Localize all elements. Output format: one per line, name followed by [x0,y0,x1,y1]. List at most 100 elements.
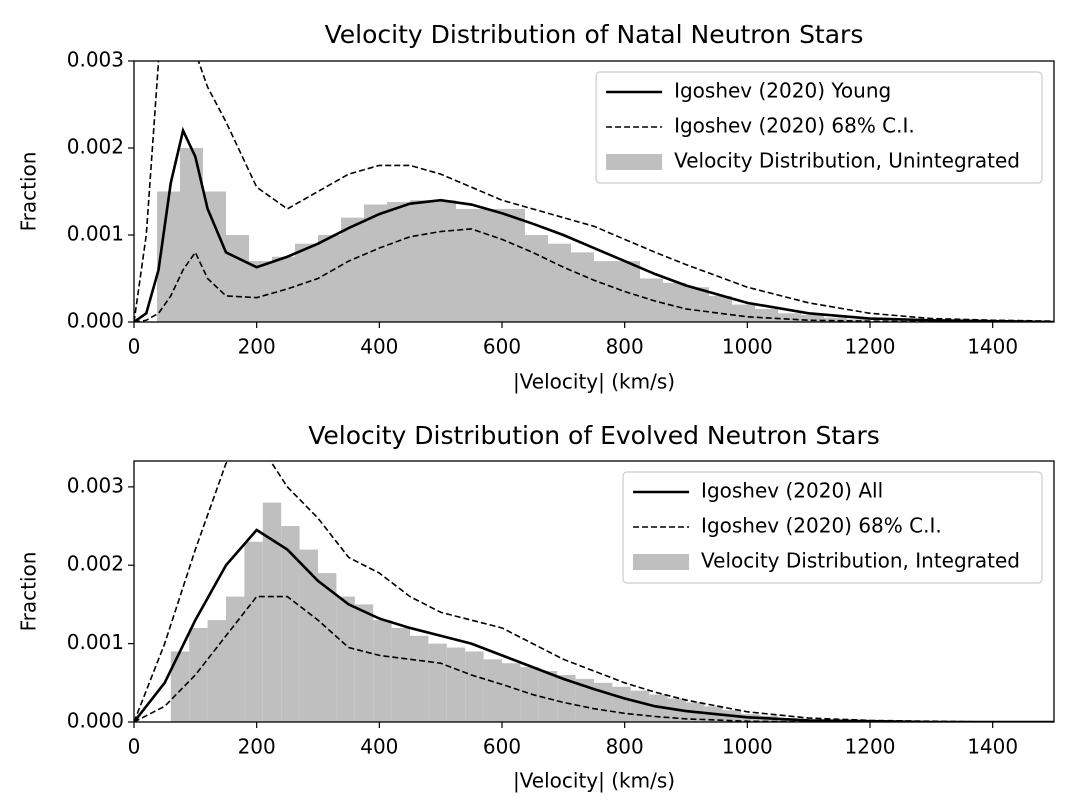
x-tick-label: 1400 [967,335,1018,359]
legend-label: Igoshev (2020) Young [674,79,891,103]
histogram-bar [207,620,226,722]
histogram-bar [226,596,245,722]
x-tick-label: 1200 [845,735,896,759]
histogram-bar [502,663,521,722]
histogram-bar [391,627,410,722]
axes-frame [133,60,1055,323]
y-tick-label: 0.001 [67,222,124,246]
legend-label: Igoshev (2020) All [701,479,883,503]
legend: Igoshev (2020) All Igoshev (2020) 68% C.I… [622,471,1043,584]
histogram-bar [262,502,282,722]
histogram-bar [281,526,300,722]
histogram-bar [525,235,548,322]
histogram-bar [686,287,709,322]
histogram-bar [612,686,631,722]
histogram-bar [354,604,374,722]
histogram-bar [170,651,190,722]
x-tick-label: 600 [483,735,521,759]
legend-label: Velocity Distribution, Integrated [701,549,1020,573]
histogram-bar [709,295,732,322]
y-axis-label: Fraction [17,552,41,632]
y-tick-label: 0.003 [67,48,124,72]
histogram-bar [364,204,387,322]
x-tick-label: 0 [128,735,141,759]
legend-label: Igoshev (2020) 68% C.I. [674,114,915,138]
chart-title: Velocity Distribution of Evolved Neutron… [308,421,880,450]
histogram-bar [465,651,484,722]
legend: Igoshev (2020) Young Igoshev (2020) 68% C… [595,71,1043,184]
ci-line [134,461,1054,722]
legend-label: Igoshev (2020) 68% C.I. [701,514,942,538]
histogram-bar [249,261,272,322]
histogram-bar [318,573,337,722]
histogram-bar [824,317,847,322]
histogram-bar [456,208,479,322]
histogram-bar [755,308,778,322]
histogram-bar [226,235,249,322]
x-tick-label: 1400 [967,735,1018,759]
histogram-bar [575,678,594,722]
histogram-bar [387,201,410,322]
x-tick-label: 800 [606,735,644,759]
x-tick-label: 800 [606,335,644,359]
y-tick-label: 0.002 [67,135,124,159]
model-line [134,528,1054,722]
histogram-bar [732,304,755,322]
x-tick-label: 200 [238,335,276,359]
histogram-bar [538,671,558,722]
histogram-bar [180,148,203,322]
legend-swatch [633,554,690,570]
histogram-bar [341,217,364,322]
plot-area [134,61,1054,322]
histogram-bar [663,282,686,322]
y-tick-label: 0.002 [67,552,124,576]
y-tick-label: 0.003 [67,473,124,497]
ci-line [134,228,1054,322]
histogram-bar [548,243,571,322]
histogram-bar [502,208,525,322]
histogram-bar [410,200,433,322]
legend-box [622,471,1043,584]
histogram-bar [336,596,355,722]
y-tick-label: 0.000 [67,709,124,733]
histogram-bar [571,252,594,322]
histogram-bar [299,549,318,722]
ci-line [134,61,1054,322]
histogram-bar [433,200,456,322]
x-tick-label: 1000 [722,735,773,759]
histogram-bar [410,635,429,722]
y-tick-label: 0.000 [67,309,124,333]
x-tick-label: 1000 [722,335,773,359]
histogram-bar [479,208,502,322]
histogram-bar [630,690,650,722]
x-tick-label: 200 [238,735,276,759]
histogram-bar [617,261,640,322]
x-axis-label: |Velocity| (km/s) [513,769,675,793]
y-axis-label: Fraction [17,152,41,232]
histogram-bar [594,261,617,322]
histogram-bar [483,659,502,722]
histogram-bar [649,694,668,722]
x-tick-label: 0 [128,335,141,359]
legend-box [595,71,1043,184]
legend-label: Velocity Distribution, Unintegrated [674,149,1020,173]
histogram-bar [557,674,576,722]
y-tick-label: 0.001 [67,630,124,654]
x-tick-label: 1200 [845,335,896,359]
plot-area [134,461,1054,722]
model-line [134,126,1054,322]
x-axis-label: |Velocity| (km/s) [513,370,675,394]
histogram-bar [189,627,208,722]
histogram-bar [520,667,539,722]
ci-line [134,595,1054,722]
x-tick-label: 600 [483,335,521,359]
histogram-bar [428,643,447,722]
histogram-bar [801,315,824,322]
histogram-bar [244,541,263,722]
histogram-bar [373,620,392,722]
axes-frame [133,460,1055,723]
histogram-bar [318,235,341,322]
chart-title: Velocity Distribution of Natal Neutron S… [325,20,864,49]
